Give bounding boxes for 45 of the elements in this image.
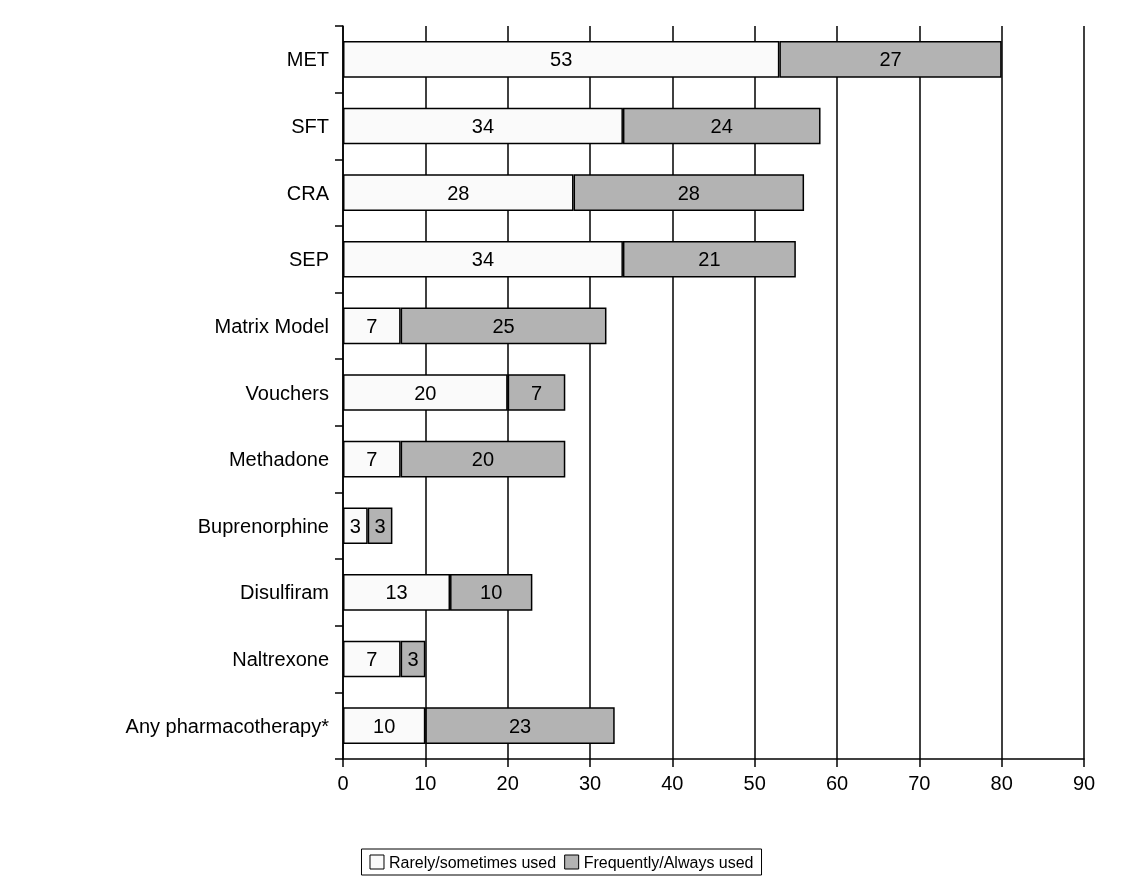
y-tick-label: Naltrexone <box>232 648 329 671</box>
data-label: 27 <box>879 48 902 71</box>
data-label: 24 <box>710 114 733 137</box>
legend-label: Frequently/Always used <box>583 853 754 871</box>
data-label: 7 <box>366 448 378 471</box>
x-tick-label: 30 <box>578 772 602 794</box>
x-tick-label: 40 <box>661 772 684 794</box>
data-label: 7 <box>366 648 378 671</box>
y-tick-label: Buprenorphine <box>197 514 329 537</box>
data-label: 21 <box>698 248 721 271</box>
y-tick-label: CRA <box>286 181 330 204</box>
x-tick-label: 20 <box>496 772 519 794</box>
data-label: 13 <box>385 581 408 604</box>
data-label: 10 <box>373 714 396 737</box>
data-label: 3 <box>407 648 419 671</box>
data-label: 34 <box>471 114 495 137</box>
data-label: 7 <box>530 381 543 404</box>
data-label: 34 <box>471 248 495 271</box>
data-label: 25 <box>492 314 515 337</box>
y-tick-label: Methadone <box>228 448 329 471</box>
y-tick-label: Disulfiram <box>240 581 329 604</box>
x-tick-label: 70 <box>908 772 931 794</box>
x-tick-label: 10 <box>414 772 437 794</box>
y-tick-label: MET <box>286 48 329 71</box>
y-tick-label: Vouchers <box>245 381 329 404</box>
y-tick-label: Matrix Model <box>214 314 329 337</box>
data-label: 3 <box>374 514 386 537</box>
x-tick-label: 50 <box>743 772 766 794</box>
x-tick-label: 60 <box>825 772 849 794</box>
data-label: 28 <box>677 181 700 204</box>
y-tick-label: SEP <box>288 248 329 271</box>
data-label: 20 <box>471 448 495 471</box>
y-tick-label: SFT <box>291 114 329 137</box>
x-tick-label: 0 <box>337 772 349 794</box>
data-label: 7 <box>366 314 378 337</box>
data-label: 23 <box>508 714 532 737</box>
y-tick-label: Any pharmacotherapy* <box>125 714 330 737</box>
x-tick-label: 80 <box>990 772 1013 794</box>
data-label: 28 <box>447 181 470 204</box>
legend-label: Rarely/sometimes used <box>388 853 557 871</box>
data-label: 20 <box>414 381 437 404</box>
x-tick-label: 90 <box>1072 772 1096 794</box>
data-label: 3 <box>349 514 361 537</box>
data-label: 53 <box>550 48 573 71</box>
data-label: 10 <box>480 581 503 604</box>
